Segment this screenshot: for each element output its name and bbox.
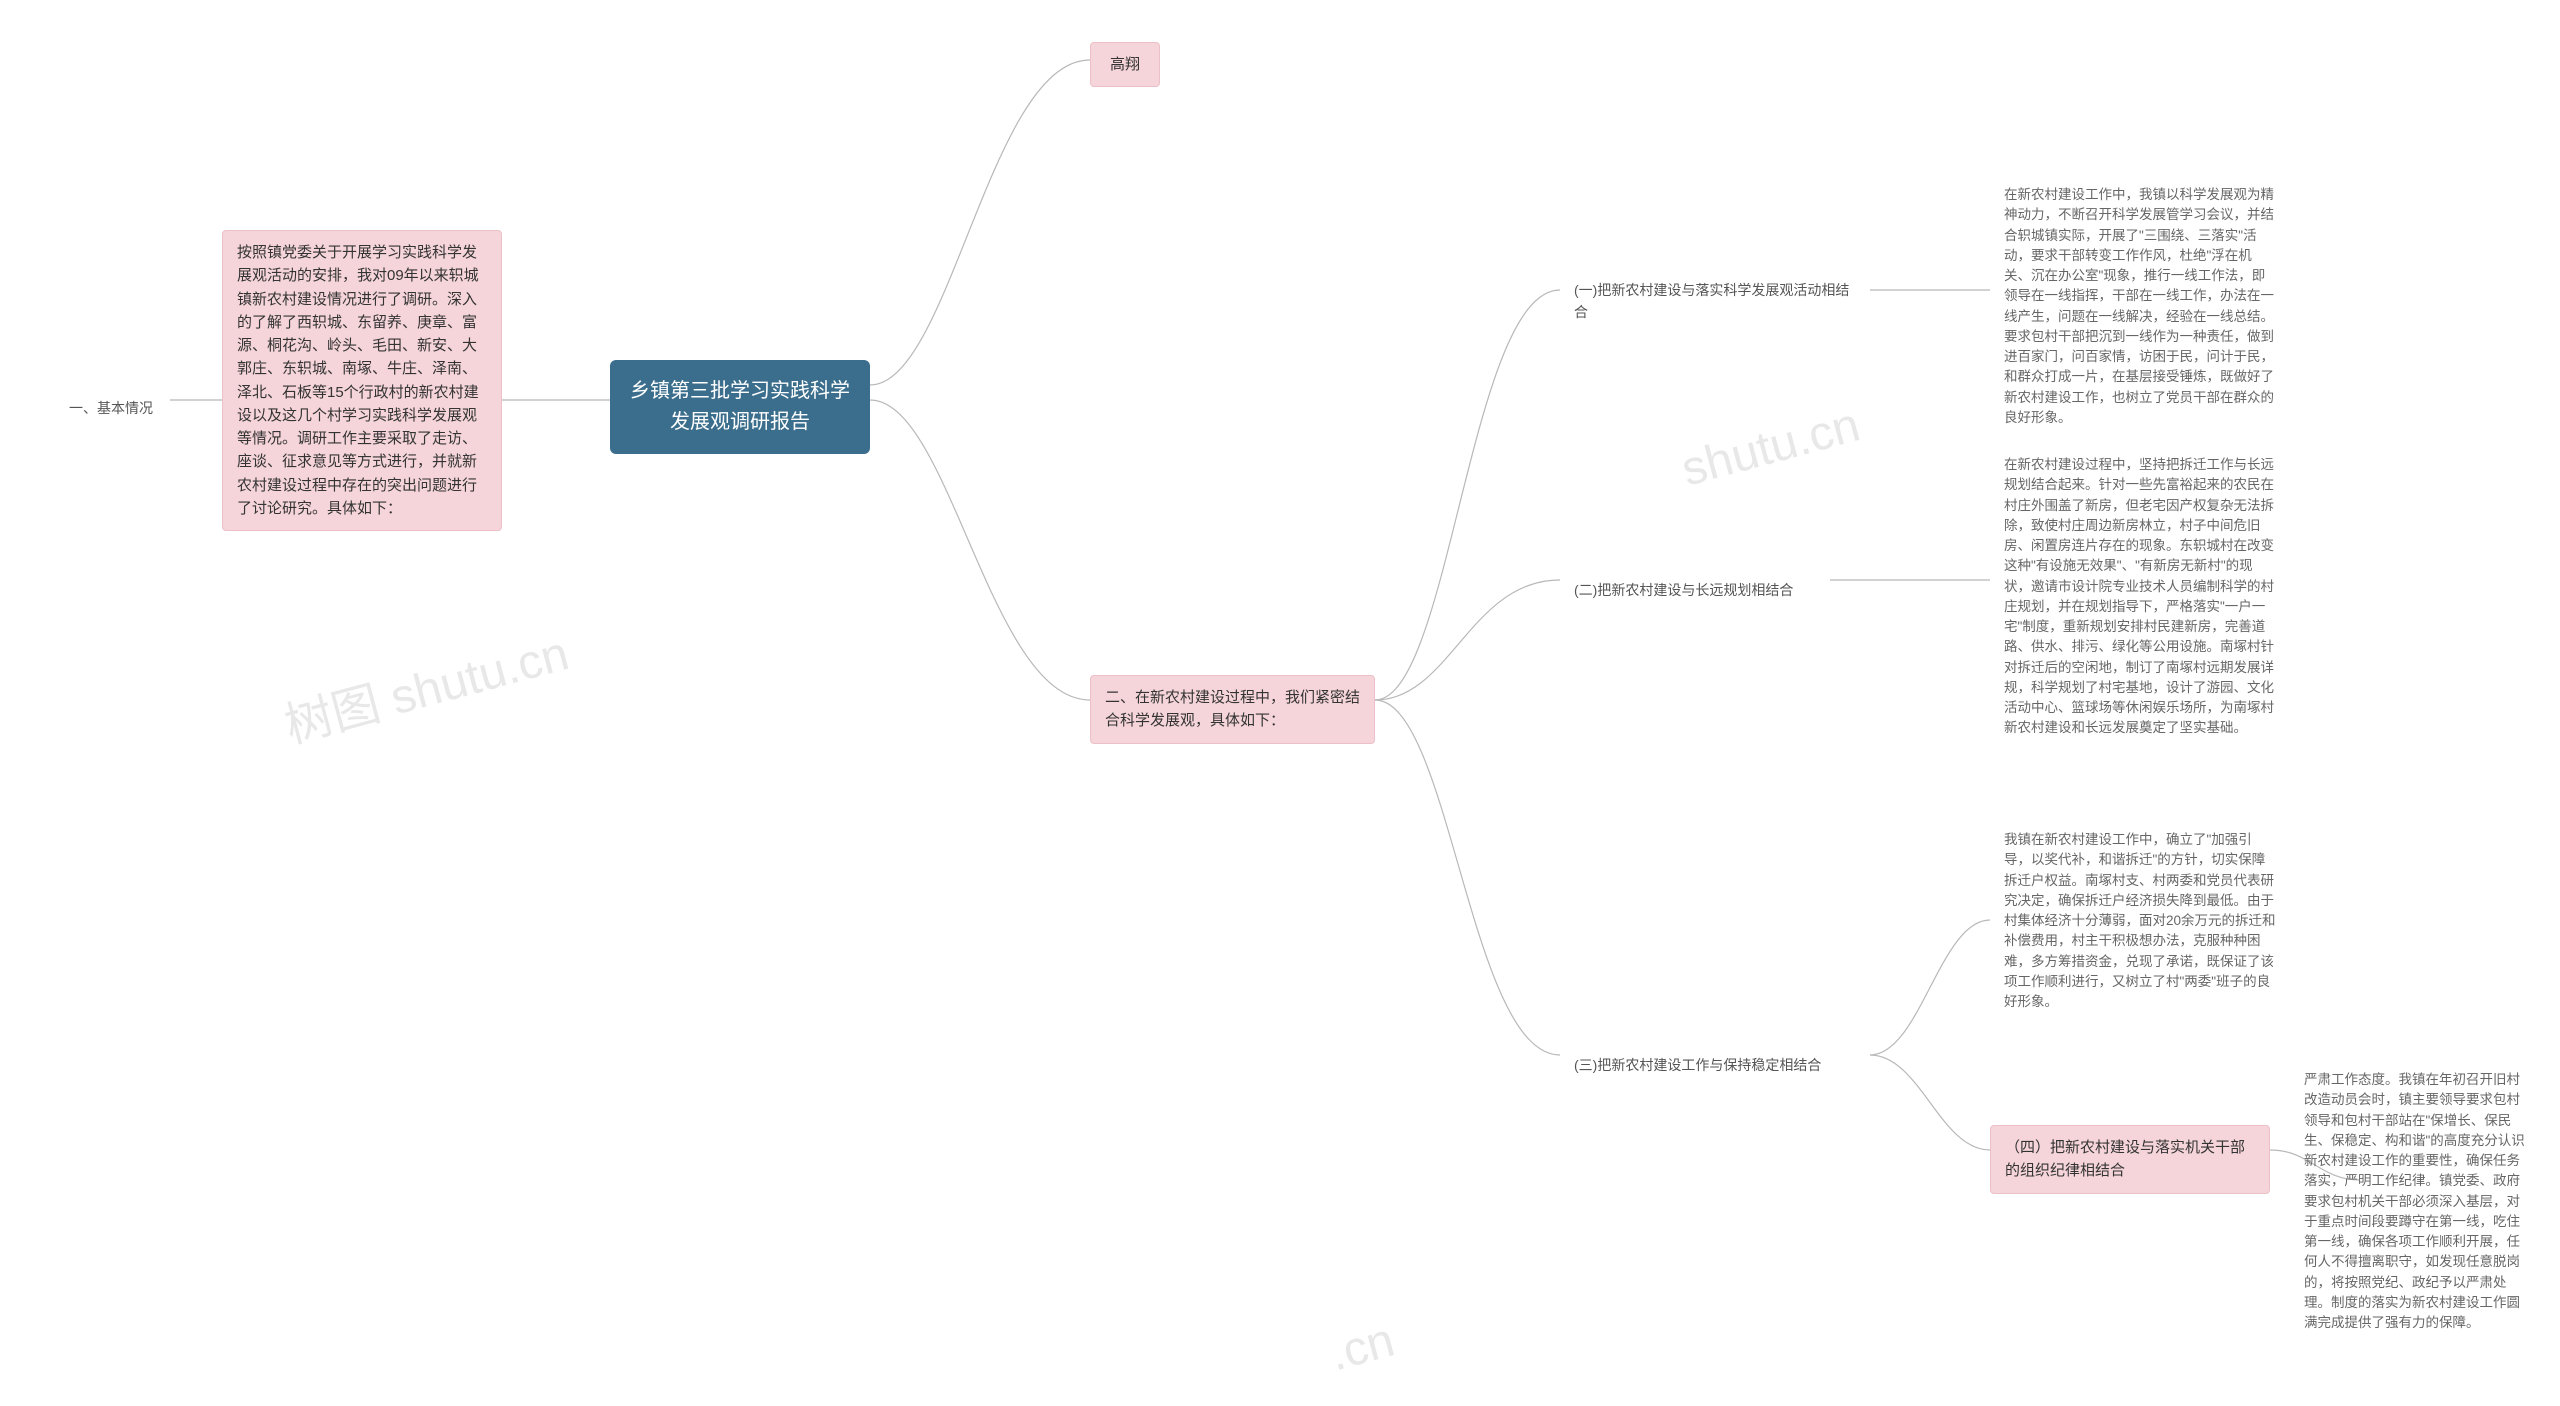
section2-label: 二、在新农村建设过程中，我们紧密结合科学发展观，具体如下： <box>1090 675 1375 744</box>
section1-body: 按照镇党委关于开展学习实践科学发展观活动的安排，我对09年以来轵城镇新农村建设情… <box>222 230 502 531</box>
sub4-label: （四）把新农村建设与落实机关干部的组织纪律相结合 <box>1990 1125 2270 1194</box>
watermark: 树图 shutu.cn <box>276 614 575 757</box>
watermark: shutu.cn <box>1676 397 1866 497</box>
top-label: 高翔 <box>1090 42 1160 87</box>
root-node: 乡镇第三批学习实践科学发展观调研报告 <box>610 360 870 454</box>
sub2-label: (二)把新农村建设与长远规划相结合 <box>1560 570 1830 612</box>
watermark: .cn <box>1324 1313 1400 1383</box>
sub3-body: 我镇在新农村建设工作中，确立了"加强引导，以奖代补，和谐拆迁"的方针，切实保障拆… <box>1990 820 2290 1022</box>
sub2-body: 在新农村建设过程中，坚持把拆迁工作与长远规划结合起来。针对一些先富裕起来的农民在… <box>1990 445 2290 749</box>
sub4-body: 严肃工作态度。我镇在年初召开旧村改造动员会时，镇主要领导要求包村领导和包村干部站… <box>2290 1060 2540 1343</box>
section1-label: 一、基本情况 <box>55 388 170 430</box>
sub1-label: (一)把新农村建设与落实科学发展观活动相结合 <box>1560 270 1870 333</box>
sub1-body: 在新农村建设工作中，我镇以科学发展观为精神动力，不断召开科学发展管学习会议，并结… <box>1990 175 2290 438</box>
sub3-label: (三)把新农村建设工作与保持稳定相结合 <box>1560 1045 1870 1087</box>
